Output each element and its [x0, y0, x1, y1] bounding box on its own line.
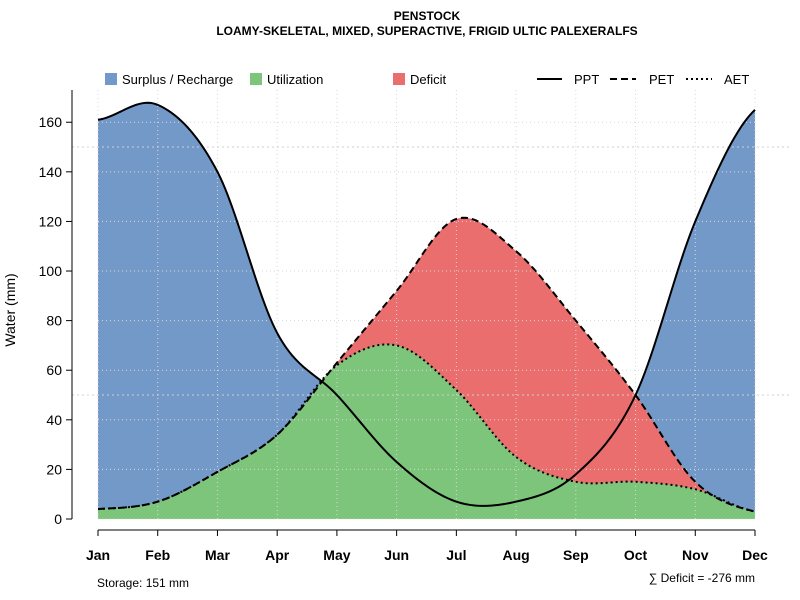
- series-line-aet: [97, 343, 756, 513]
- legend-swatch-surplus: [105, 73, 117, 85]
- grid-lines: [72, 90, 790, 520]
- legend-label-utilization: Utilization: [267, 72, 323, 87]
- y-tick-label: 140: [39, 164, 63, 180]
- x-tick-label: Apr: [265, 547, 290, 563]
- x-tick-label: Jul: [446, 547, 466, 563]
- x-tick-label: Oct: [624, 547, 648, 563]
- y-tick-label: 100: [39, 263, 63, 279]
- chart-title: PENSTOCK: [394, 9, 461, 23]
- y-tick-label: 20: [46, 461, 62, 477]
- axes: 0 20 40 60 80 100 120 140 160 Jan Feb Mar Apr May Jun J…: [39, 90, 768, 563]
- deficit-text: ∑ Deficit = -276 mm: [649, 571, 755, 585]
- area-surplus-top: [98, 102, 755, 512]
- legend-label-aet: AET: [724, 72, 749, 87]
- x-tick-label: Feb: [145, 547, 170, 563]
- y-tick-label: 120: [39, 213, 63, 229]
- x-tick-label: Nov: [682, 547, 709, 563]
- x-tick-label: Jun: [384, 547, 409, 563]
- storage-text: Storage: 151 mm: [97, 576, 189, 590]
- area-fills: [98, 102, 755, 520]
- legend-swatch-deficit: [393, 73, 405, 85]
- y-tick-label: 60: [46, 362, 62, 378]
- legend-label-surplus: Surplus / Recharge: [122, 72, 233, 87]
- chart-subtitle: LOAMY-SKELETAL, MIXED, SUPERACTIVE, FRIG…: [216, 24, 637, 38]
- x-tick-label: Sep: [563, 547, 589, 563]
- y-tick-label: 160: [39, 114, 63, 130]
- legend-label-pet: PET: [649, 72, 674, 87]
- x-tick-label: Mar: [205, 547, 230, 563]
- series-line-ppt: [97, 101, 756, 507]
- y-axis-label: Water (mm): [2, 273, 18, 346]
- y-tick-label: 0: [54, 511, 62, 527]
- series-lines: [97, 101, 756, 513]
- x-tick-label: Aug: [502, 547, 529, 563]
- x-tick-label: Jan: [86, 547, 110, 563]
- legend-label-ppt: PPT: [574, 72, 599, 87]
- legend-label-deficit: Deficit: [410, 72, 447, 87]
- y-tick-label: 80: [46, 313, 62, 329]
- x-tick-label: Dec: [742, 547, 768, 563]
- x-tick-label: May: [323, 547, 350, 563]
- legend-swatch-utilization: [250, 73, 262, 85]
- y-tick-label: 40: [46, 412, 62, 428]
